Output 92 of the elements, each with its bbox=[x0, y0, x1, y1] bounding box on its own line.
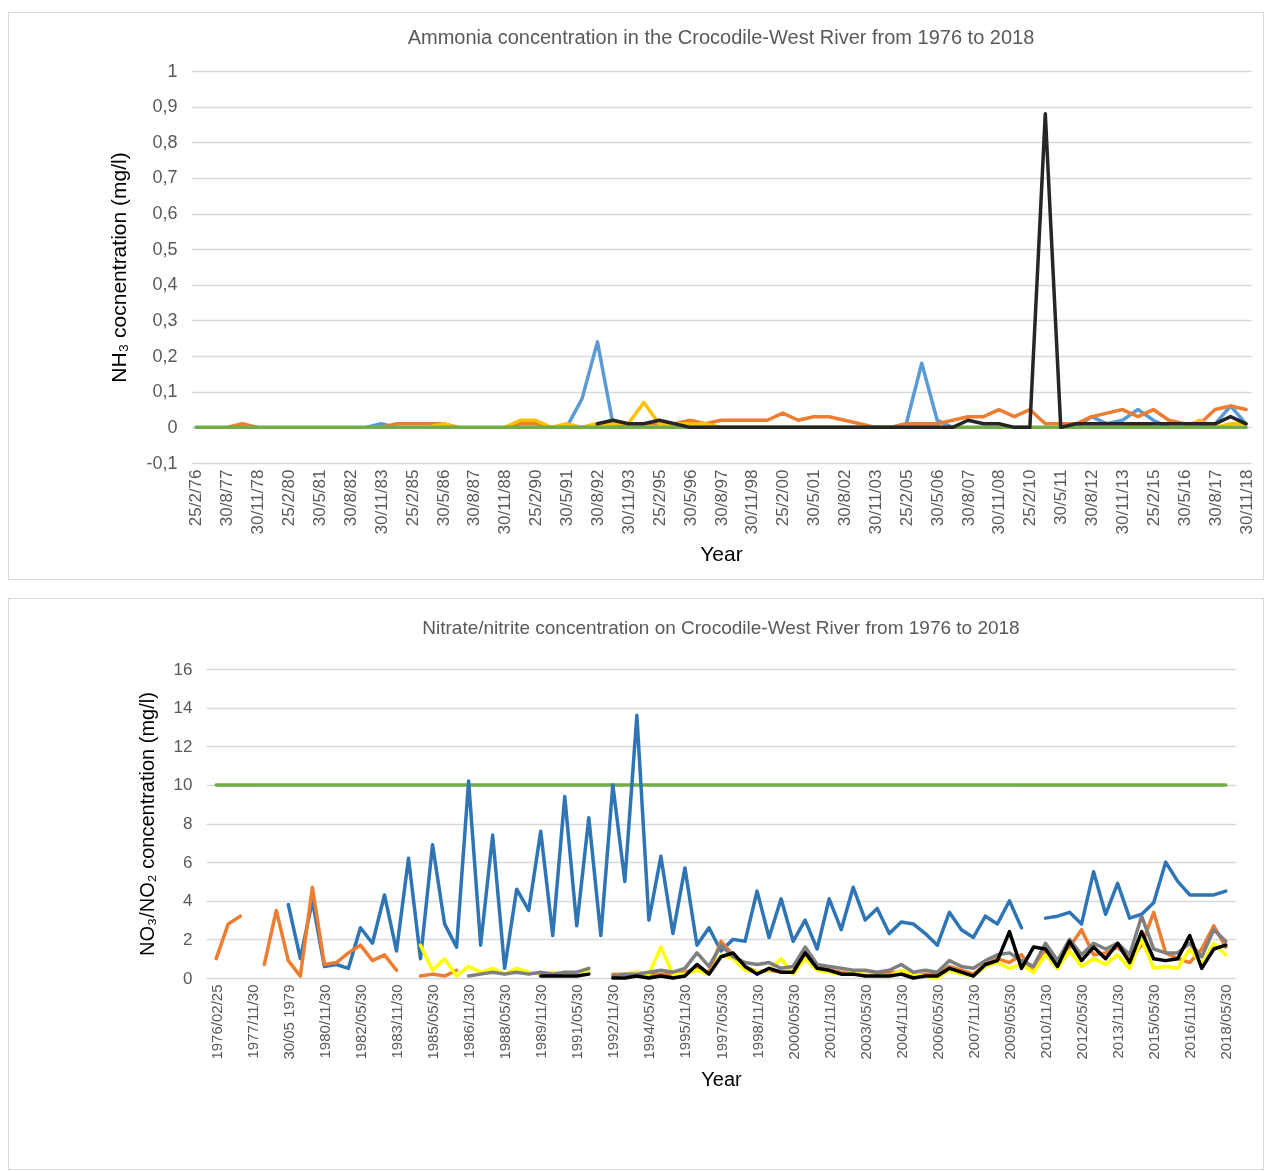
x-tick-label: 1994/05/30 bbox=[640, 984, 658, 1060]
y-tick-label: -0,1 bbox=[146, 452, 178, 473]
line-series bbox=[595, 112, 1248, 430]
x-tick-label: 30/8/17 bbox=[1205, 469, 1225, 527]
x-tick-label: 1980/11/30 bbox=[315, 984, 333, 1059]
y-tick-label: 12 bbox=[173, 736, 193, 756]
y-tick-label: 16 bbox=[173, 659, 193, 679]
chart-title: Nitrate/nitrite concentration on Crocodile-West River from 1976 to 2018 bbox=[422, 617, 1020, 638]
x-tick-label: 1997/05/30 bbox=[712, 984, 730, 1060]
x-tick-label: 30/5/11 bbox=[1051, 469, 1071, 525]
y-axis-title: NO₃/NO₂ concentration (mg/l) bbox=[135, 692, 158, 956]
x-tick-label: 30/11/93 bbox=[618, 469, 638, 535]
x-tick-label: 2016/11/30 bbox=[1181, 984, 1199, 1059]
y-tick-label: 0,6 bbox=[152, 203, 178, 224]
x-tick-label: 25/2/90 bbox=[526, 469, 546, 527]
y-tick-label: 0,9 bbox=[152, 96, 178, 117]
x-tick-label: 2007/11/30 bbox=[964, 984, 982, 1059]
x-tick-label: 25/2/95 bbox=[649, 469, 669, 527]
x-tick-label: 2012/05/30 bbox=[1073, 984, 1091, 1060]
x-axis-title: Year bbox=[700, 542, 743, 566]
x-tick-label: 30/8/82 bbox=[340, 469, 360, 527]
x-tick-label: 2004/11/30 bbox=[892, 984, 910, 1059]
y-tick-label: 14 bbox=[173, 698, 193, 718]
y-tick-label: 2 bbox=[183, 929, 193, 949]
x-tick-label: 1992/11/30 bbox=[604, 984, 622, 1059]
x-tick-label: 1982/05/30 bbox=[351, 984, 369, 1060]
x-tick-label: 30/8/12 bbox=[1082, 469, 1102, 527]
x-tick-label: 30/11/18 bbox=[1236, 469, 1256, 535]
x-tick-label: 1976/02/25 bbox=[207, 984, 225, 1060]
x-tick-label: 30/05 1979 bbox=[279, 984, 297, 1060]
x-tick-label: 30/11/98 bbox=[742, 469, 762, 535]
x-tick-label: 2013/11/30 bbox=[1109, 984, 1127, 1059]
y-tick-label: 4 bbox=[183, 891, 193, 911]
x-tick-label: 1998/11/30 bbox=[748, 984, 766, 1059]
x-tick-label: 1986/11/30 bbox=[460, 984, 478, 1059]
x-tick-label: 30/5/06 bbox=[927, 469, 947, 527]
x-tick-label: 30/5/96 bbox=[680, 469, 700, 527]
x-tick-label: 25/2/05 bbox=[896, 469, 916, 527]
x-tick-label: 2015/05/30 bbox=[1145, 984, 1163, 1060]
x-tick-label: 30/11/03 bbox=[865, 469, 885, 535]
x-tick-label: 1989/11/30 bbox=[532, 984, 550, 1059]
y-tick-label: 0 bbox=[183, 968, 193, 988]
y-tick-label: 0,7 bbox=[152, 167, 178, 188]
x-tick-label: 30/8/97 bbox=[711, 469, 731, 527]
x-tick-label: 30/8/07 bbox=[958, 469, 978, 527]
x-tick-label: 30/11/83 bbox=[371, 469, 391, 535]
x-tick-label: 25/2/10 bbox=[1020, 469, 1040, 527]
x-tick-label: 30/5/86 bbox=[433, 469, 453, 527]
x-axis-title: Year bbox=[701, 1067, 743, 1090]
x-tick-label: 2018/05/30 bbox=[1217, 984, 1235, 1060]
x-tick-label: 1991/05/30 bbox=[568, 984, 586, 1060]
x-tick-label: 30/8/02 bbox=[835, 469, 855, 527]
y-tick-label: 0 bbox=[167, 416, 178, 437]
x-tick-label: 25/2/76 bbox=[186, 469, 206, 527]
x-tick-label: 1995/11/30 bbox=[676, 984, 694, 1059]
y-tick-label: 0,1 bbox=[152, 381, 178, 402]
x-tick-label: 30/8/92 bbox=[587, 469, 607, 527]
y-tick-label: 0,3 bbox=[152, 309, 178, 330]
x-tick-label: 30/11/13 bbox=[1113, 469, 1133, 535]
x-tick-label: 30/11/08 bbox=[989, 469, 1009, 535]
x-tick-label: 2003/05/30 bbox=[856, 984, 874, 1060]
x-tick-label: 30/5/81 bbox=[309, 469, 329, 527]
x-tick-label: 2001/11/30 bbox=[820, 984, 838, 1059]
x-tick-label: 25/2/00 bbox=[773, 469, 793, 527]
x-tick-label: 2006/05/30 bbox=[928, 984, 946, 1060]
x-tick-label: 2010/11/30 bbox=[1037, 984, 1054, 1059]
x-tick-label: 1988/05/30 bbox=[496, 984, 514, 1060]
y-tick-label: 0,4 bbox=[152, 274, 178, 295]
x-tick-label: 30/8/87 bbox=[464, 469, 484, 527]
x-tick-label: 30/5/91 bbox=[557, 469, 577, 527]
x-tick-label: 30/8/77 bbox=[217, 469, 237, 527]
x-tick-label: 1983/11/30 bbox=[388, 984, 405, 1059]
chart-title: Ammonia concentration in the Crocodile-West River from 1976 to 2018 bbox=[407, 26, 1035, 48]
y-tick-label: 6 bbox=[183, 852, 193, 872]
y-tick-label: 8 bbox=[183, 814, 193, 833]
x-tick-label: 2000/05/30 bbox=[784, 984, 802, 1060]
y-tick-label: 10 bbox=[173, 775, 193, 795]
x-tick-label: 30/11/88 bbox=[495, 469, 515, 535]
x-tick-label: 1977/11/30 bbox=[243, 984, 261, 1059]
x-tick-label: 1985/05/30 bbox=[424, 984, 442, 1060]
y-axis-title: NH₃ cocnentration (mg/l) bbox=[107, 152, 131, 383]
y-tick-label: 1 bbox=[167, 60, 178, 81]
x-tick-label: 25/2/15 bbox=[1143, 469, 1163, 527]
x-tick-label: 2009/05/30 bbox=[1000, 984, 1018, 1060]
y-tick-label: 0,8 bbox=[152, 131, 178, 152]
x-tick-label: 30/11/78 bbox=[248, 469, 268, 535]
x-tick-label: 30/5/16 bbox=[1174, 469, 1194, 527]
y-tick-label: 0,5 bbox=[152, 238, 178, 259]
x-tick-label: 25/2/80 bbox=[279, 469, 299, 527]
x-tick-label: 30/5/01 bbox=[804, 469, 824, 527]
y-tick-label: 0,2 bbox=[152, 345, 178, 366]
x-tick-label: 25/2/85 bbox=[402, 469, 422, 527]
